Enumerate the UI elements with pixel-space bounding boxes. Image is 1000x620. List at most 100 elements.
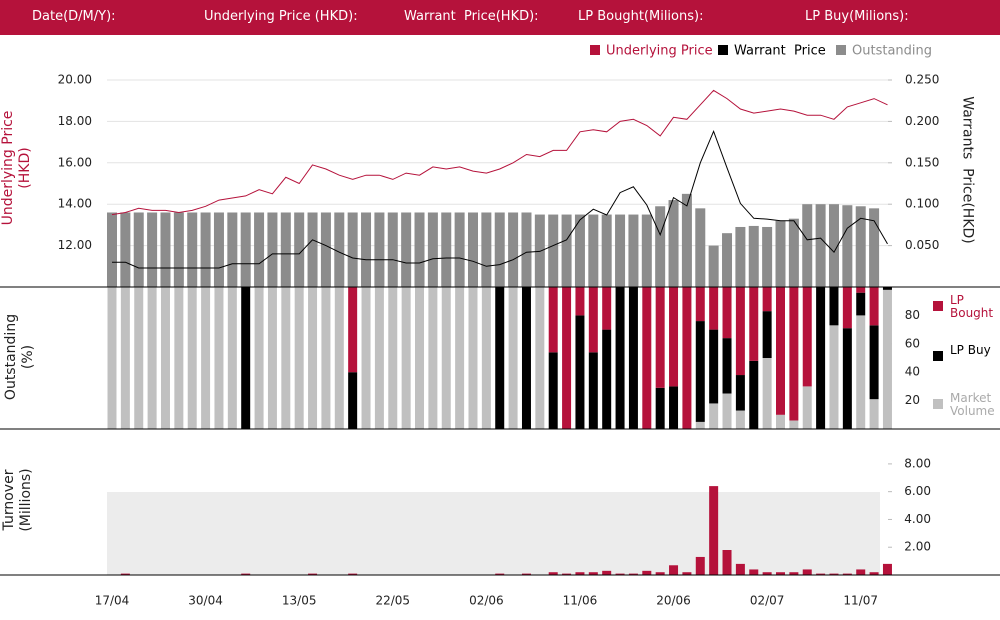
y-tick-label: 40 <box>905 365 920 379</box>
outstanding-bar <box>802 204 813 287</box>
stacked-bar <box>575 287 585 316</box>
turnover-bar <box>602 570 612 575</box>
series-line <box>111 89 888 216</box>
outstanding-bar <box>521 212 532 287</box>
outstanding-bar <box>735 226 746 287</box>
turnover-bar <box>655 572 665 575</box>
outstanding-bar <box>615 214 626 287</box>
legend-label: Market Volume <box>950 391 995 418</box>
y-tick-label: 20 <box>905 393 920 407</box>
stacked-bar <box>120 287 130 429</box>
outstanding-bar <box>815 204 826 287</box>
legend-label: Underlying Price <box>606 44 713 59</box>
stacked-bar <box>588 352 598 429</box>
stacked-bar <box>762 287 772 312</box>
stacked-bar <box>134 287 144 429</box>
outstanding-bar <box>294 212 305 287</box>
turnover-bar <box>575 572 585 575</box>
y2-tick-label: 0.150 <box>905 155 939 169</box>
outstanding-bar <box>494 212 505 287</box>
outstanding-bar <box>788 218 799 287</box>
stacked-bar <box>735 287 745 376</box>
stacked-bar <box>722 393 732 429</box>
plot-background <box>107 492 880 575</box>
stacked-bar <box>147 287 157 429</box>
stacked-bar <box>709 403 719 429</box>
stacked-bar <box>254 287 264 429</box>
stacked-bar <box>548 287 558 353</box>
outstanding-bar <box>668 200 679 287</box>
stacked-bar <box>722 338 732 394</box>
stacked-bar <box>869 325 879 400</box>
stacked-bar <box>361 287 371 429</box>
stacked-bar <box>856 315 866 429</box>
outstanding-bar <box>387 212 398 287</box>
outstanding-bar <box>200 212 211 287</box>
outstanding-bar <box>107 212 117 287</box>
y-axis-title: Turnover (Millions) <box>1 468 34 532</box>
y-tick-label: 8.00 <box>904 456 931 470</box>
stacked-bar <box>294 287 304 429</box>
stacked-bar <box>227 287 237 429</box>
turnover-bar <box>588 572 598 575</box>
turnover-bar <box>669 565 679 575</box>
y-tick-label: 2.00 <box>904 540 931 554</box>
x-tick-label: 11/07 <box>843 594 878 608</box>
y2-tick-label: 0.100 <box>905 197 939 211</box>
turnover-bar <box>709 486 719 575</box>
outstanding-bar <box>320 212 331 287</box>
outstanding-bar <box>454 212 465 287</box>
stacked-bar <box>201 287 211 429</box>
outstanding-bar <box>655 206 666 287</box>
stacked-bar <box>869 399 879 429</box>
y2-tick-label: 0.050 <box>905 238 939 252</box>
outstanding-bar <box>361 212 372 287</box>
outstanding-bar <box>641 214 652 287</box>
y2-tick-label: 0.250 <box>905 73 939 87</box>
stacked-bar <box>481 287 491 429</box>
turnover-bar <box>789 572 799 575</box>
turnover-bar <box>308 573 318 575</box>
stacked-bar <box>334 287 344 429</box>
legend-swatch <box>933 399 943 409</box>
turnover-bar <box>829 573 839 575</box>
legend-swatch <box>590 45 600 55</box>
turnover-bar <box>615 573 625 575</box>
turnover-bar <box>749 569 759 575</box>
outstanding-bar <box>708 245 719 287</box>
stacked-bar <box>749 360 759 429</box>
stacked-bar <box>374 287 384 429</box>
outstanding-bar <box>213 212 224 287</box>
stacked-bar <box>802 386 812 429</box>
turnover-bar <box>762 572 772 575</box>
y-tick-label: 16.00 <box>58 155 92 169</box>
stacked-bar <box>187 287 197 429</box>
y2-tick-label: 0.200 <box>905 114 939 128</box>
outstanding-bar <box>374 212 385 287</box>
outstanding-bar <box>481 212 492 287</box>
stacked-bar <box>816 287 826 429</box>
header-label: Warrant Price(HKD): <box>404 9 539 24</box>
stacked-bar <box>628 287 638 429</box>
x-tick-label: 13/05 <box>282 594 317 608</box>
outstanding-bar <box>842 205 853 287</box>
outstanding-bar <box>534 214 545 287</box>
stacked-bar <box>321 287 331 429</box>
legend-swatch <box>933 301 943 311</box>
y-tick-label: 60 <box>905 336 920 350</box>
outstanding-bar <box>695 208 706 287</box>
outstanding-bar <box>775 220 786 287</box>
x-tick-label: 17/04 <box>95 594 130 608</box>
stacked-bar <box>669 386 679 429</box>
stacked-bar <box>882 289 892 429</box>
outstanding-bar <box>173 212 184 287</box>
stacked-bar <box>655 287 665 388</box>
header-bar: Date(D/M/Y): Underlying Price (HKD): Warra… <box>0 0 1000 35</box>
stacked-bar <box>882 287 892 290</box>
outstanding-bar <box>187 212 198 287</box>
stacked-bar <box>455 287 465 429</box>
stacked-bar <box>829 325 839 429</box>
x-tick-label: 30/04 <box>188 594 223 608</box>
outstanding-bar <box>160 212 171 287</box>
